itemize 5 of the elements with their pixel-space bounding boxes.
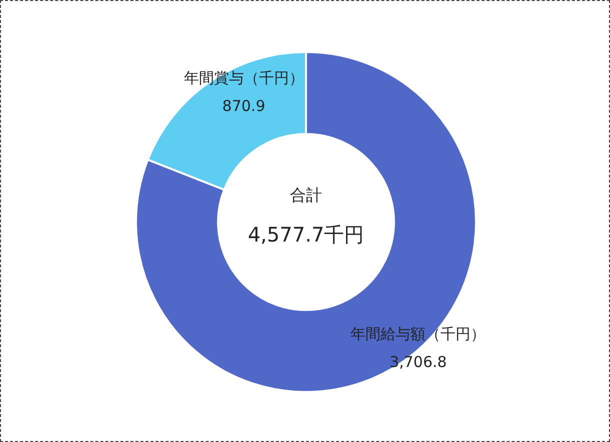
- slice-label: 年間給与額（千円）: [350, 325, 486, 344]
- text: 合計: [290, 185, 322, 204]
- slice-label: 年間賞与（千円）: [184, 68, 304, 87]
- data-label: 870.9: [222, 96, 266, 115]
- text: 4,577.7千円: [248, 222, 364, 246]
